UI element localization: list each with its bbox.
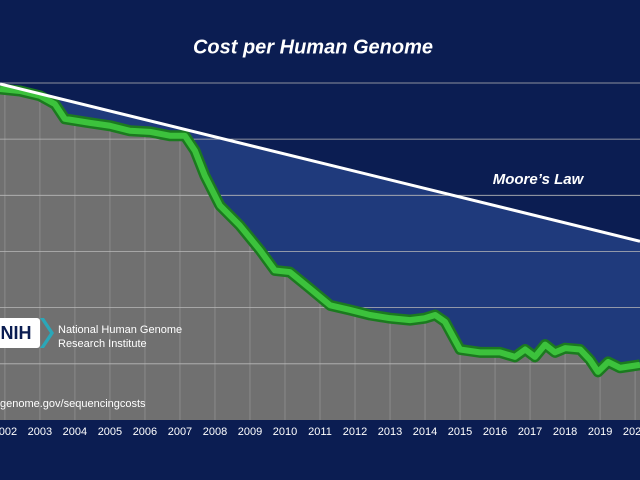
x-tick-label: 2010 — [273, 426, 297, 438]
x-tick-label: 2012 — [343, 426, 367, 438]
x-tick-label: 2020 — [623, 426, 640, 438]
x-tick-label: 2017 — [518, 426, 542, 438]
source: genome.gov/sequencingcosts — [0, 398, 146, 410]
x-tick-label: 2014 — [413, 426, 437, 438]
x-tick-label: 2013 — [378, 426, 402, 438]
x-tick-label: 2016 — [483, 426, 507, 438]
line — [0, 82, 640, 243]
logo-line: Research Institute — [58, 338, 147, 350]
x-tick-label: 2019 — [588, 426, 612, 438]
x-tick-label: 2008 — [203, 426, 227, 438]
logo: NIH National Human Genome Research Insti… — [0, 318, 182, 350]
x-tick-label: 2015 — [448, 426, 472, 438]
x-tick-label: 2009 — [238, 426, 262, 438]
x-tick-label: 2005 — [98, 426, 122, 438]
x-tick-label: 2018 — [553, 426, 577, 438]
logo-line: National Human Genome — [58, 324, 182, 336]
x-tick-label: 2006 — [133, 426, 157, 438]
x-tick-label: 2007 — [168, 426, 192, 438]
line — [0, 86, 640, 375]
gap-shade — [0, 83, 640, 372]
chart-title: Cost per Human Genome — [193, 36, 433, 58]
area-under — [0, 89, 640, 421]
x-tick-label: 2003 — [28, 426, 52, 438]
x-tick-label: 2002 — [0, 426, 17, 438]
x-tick-label: 2011 — [308, 426, 332, 438]
logo-mark: NIH — [1, 323, 32, 343]
logo-chevron — [40, 318, 54, 348]
x-tick-label: 2004 — [63, 426, 87, 438]
logo-box — [0, 318, 40, 348]
annotation: Moore’s Law — [493, 171, 585, 188]
